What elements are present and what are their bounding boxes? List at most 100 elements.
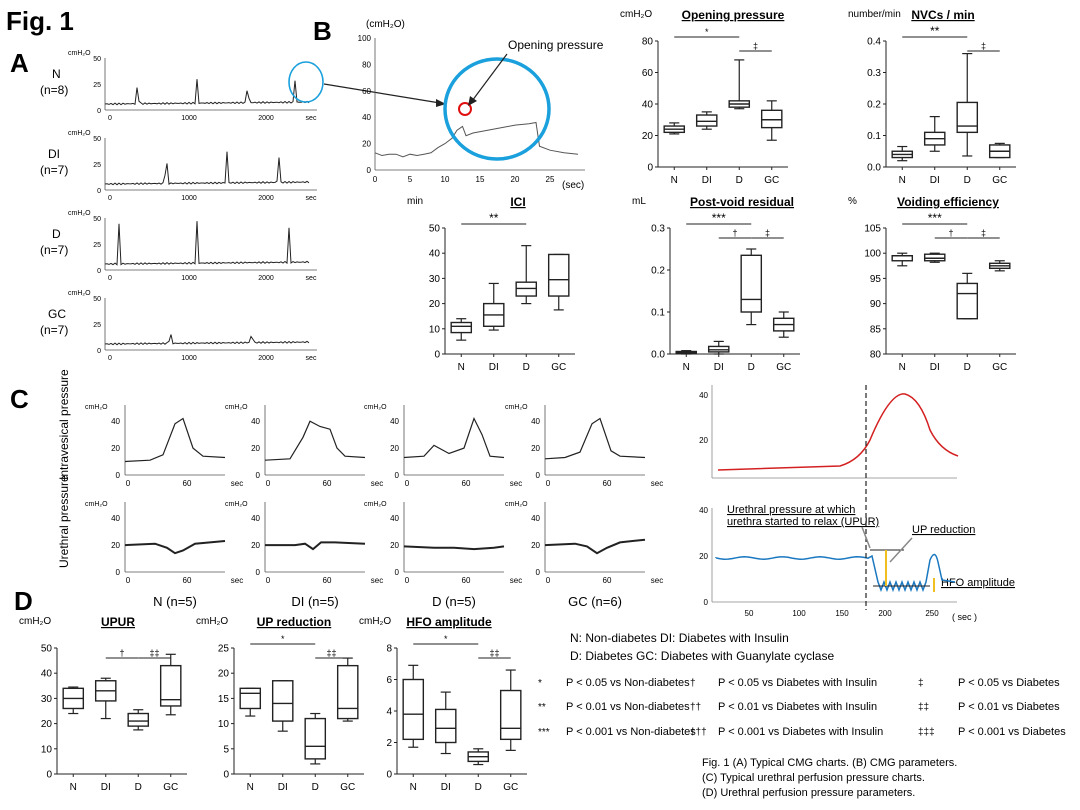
chart-title: Voiding efficiency: [897, 195, 999, 209]
chart-xtick: DI: [702, 175, 712, 186]
chart-ytick: 40: [41, 669, 53, 680]
box-iqr: [760, 109, 783, 129]
group-label: GC (n=6): [568, 594, 622, 609]
trace-c-xtick: 0: [126, 479, 131, 488]
trace-c-ytick: 0: [395, 471, 400, 480]
chart-ytick: 6: [386, 675, 392, 686]
intravesical-curve: [717, 393, 959, 471]
urethral-trace-group: cmH₂O 0 20 40 0 60 sec cmH₂O 0 20 40 0 60 sec N (n=5): [85, 404, 243, 609]
chart-ytick: 0: [46, 770, 52, 781]
trace-line: [104, 151, 310, 186]
significance-legend: * P < 0.05 vs Non-diabetes † P < 0.05 vs Di…: [538, 677, 1066, 738]
trace-group-n: (n=7): [40, 323, 68, 337]
box-iqr: [127, 712, 150, 727]
trace-b-xtick: 25: [546, 175, 555, 184]
trace-c-unit: cmH₂O: [85, 501, 108, 508]
trace-c-xtick: 0: [405, 576, 410, 585]
trace-ytick: 50: [93, 216, 101, 223]
trace-ytick: 50: [93, 56, 101, 63]
urethral-trace-group: cmH₂O 0 20 40 0 60 sec cmH₂O 0 20 40 0 60 sec GC (n=6): [505, 404, 663, 609]
trace-c-ytick: 0: [536, 471, 541, 480]
chart-ytick: 0.0: [651, 350, 665, 361]
chart-ytick: 5: [223, 744, 229, 755]
up-reduction-pointer: [889, 537, 913, 563]
upur-pointer: [861, 526, 871, 549]
box-di: [707, 340, 730, 355]
box-gc: [988, 142, 1011, 159]
chart-xtick: D: [964, 362, 971, 373]
box-d: [728, 59, 751, 110]
box-gc: [159, 653, 182, 716]
intravesical-trace: [544, 417, 646, 460]
trace-xtick: 2000: [258, 355, 274, 362]
hfo-amplitude-label: HFO amplitude: [941, 577, 1015, 589]
box-gc: [336, 657, 359, 722]
urethral-pressure-label: Urethral pressure: [57, 475, 71, 568]
caption-line1: Fig. 1 (A) Typical CMG charts. (B) CMG p…: [702, 757, 957, 769]
trace-c-ytick: 40: [390, 417, 399, 426]
chart-ytick: 90: [870, 299, 882, 310]
schematic-xtick: 150: [835, 609, 849, 618]
box-iqr: [450, 321, 473, 334]
box-n: [402, 664, 425, 748]
schematic-xtick: 200: [878, 609, 892, 618]
trace-ytick: 25: [93, 242, 101, 249]
chart-ytick: 60: [642, 68, 654, 79]
legend-text: P < 0.001 vs Diabetes with Insulin: [718, 726, 883, 738]
trace-c-ytick: 20: [111, 444, 120, 453]
trace-line: [104, 334, 310, 346]
legend-line1: N: Non-diabetes DI: Diabetes with Insuli…: [570, 631, 789, 645]
chart-title: Opening pressure: [682, 8, 785, 22]
box-di: [271, 680, 294, 732]
trace-group-n: (n=7): [40, 163, 68, 177]
chart-xtick: N: [247, 782, 254, 793]
chart-ytick: 20: [429, 299, 441, 310]
trace-c-ytick: 20: [251, 444, 260, 453]
box-iqr: [159, 664, 182, 707]
chart-xtick: D: [475, 782, 482, 793]
legend-symbol: †: [690, 678, 696, 689]
urethral-trace: [544, 538, 646, 555]
box-di: [482, 282, 505, 331]
box-iqr: [956, 282, 979, 320]
legend: N: Non-diabetes DI: Diabetes with Insuli…: [538, 631, 1066, 799]
legend-text: P < 0.05 vs Diabetes: [958, 677, 1060, 689]
trace-b-ytick: 0: [367, 166, 372, 175]
legend-row: * P < 0.05 vs Non-diabetes † P < 0.05 vs Di…: [538, 677, 1060, 689]
trace-b-unit: (cmH₂O): [366, 19, 405, 30]
box-n: [450, 318, 473, 341]
box-di: [434, 691, 457, 755]
chart-ytick: 20: [218, 669, 230, 680]
schematic-xtick: 50: [745, 609, 754, 618]
box-di: [94, 677, 117, 720]
upur-label-line2: urethra started to relax (UPUR): [727, 516, 879, 528]
box-n: [675, 350, 698, 355]
intravesical-trace: [264, 420, 366, 461]
schematic-xtick: 250: [925, 609, 939, 618]
highlight-circle: [288, 61, 324, 103]
chart-ytick: 0.3: [867, 68, 881, 79]
chart-y-unit: cmH₂O: [196, 616, 228, 627]
chart-ytick: 0.2: [651, 266, 665, 277]
chart-y-unit: mL: [632, 196, 646, 207]
chart-xtick: D: [135, 782, 142, 793]
chart-ytick: 0.0: [867, 163, 881, 174]
schematic-top-ytick: 40: [699, 391, 708, 400]
trace-c-ytick: 0: [395, 568, 400, 577]
legend-text: P < 0.001 vs Diabetes: [958, 726, 1066, 738]
chart-ytick: 2: [386, 738, 392, 749]
trace-ytick: 0: [97, 108, 101, 115]
urethral-trace: [265, 541, 366, 551]
trace-c-xtick: sec: [510, 576, 522, 585]
chart-ytick: 30: [41, 694, 53, 705]
chart-title: UPUR: [101, 615, 135, 629]
chart-xtick: DI: [714, 362, 724, 373]
trace-ytick: 25: [93, 162, 101, 169]
box-d: [740, 248, 763, 326]
group-label: N (n=5): [153, 594, 197, 609]
chart-xtick: N: [683, 362, 690, 373]
trace-xtick: 2000: [258, 115, 274, 122]
panel-c-letter: C: [10, 384, 29, 414]
trace-b-xtick: 20: [511, 175, 520, 184]
